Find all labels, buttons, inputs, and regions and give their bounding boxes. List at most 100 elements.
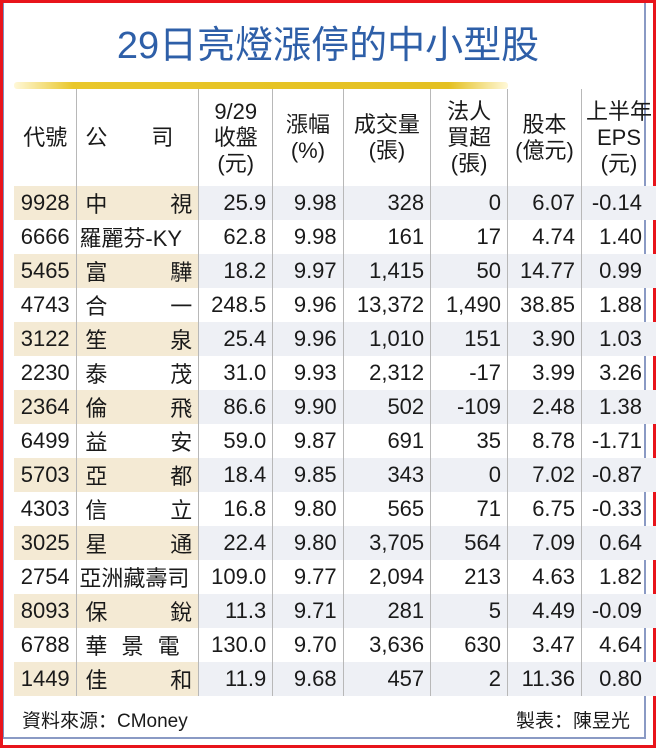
company-name-left: 中: [85, 192, 108, 217]
cell-close: 248.5: [198, 288, 273, 322]
header-line: 法人: [447, 98, 492, 124]
company-name-right: 都: [170, 464, 193, 489]
cell-close: 109.0: [198, 560, 273, 594]
cell-close: 25.4: [198, 322, 273, 356]
cell-chg: 9.87: [272, 424, 344, 458]
cell-chg: 9.68: [272, 662, 344, 696]
header-line: 股本: [522, 111, 567, 137]
company-name-right: 通: [170, 532, 193, 557]
cell-cap: 4.49: [506, 594, 582, 628]
cell-close: 59.0: [198, 424, 273, 458]
cell-vol: 161: [342, 220, 431, 254]
table-row: 6788 華 景 電 130.0 9.70 3,636 630 3.47 4.64: [14, 628, 656, 662]
cell-chg: 9.96: [272, 322, 344, 356]
cell-inst: -17: [430, 356, 508, 390]
cell-eps: 1.88: [581, 288, 656, 322]
company-name-left: 亞: [85, 464, 108, 489]
company-name-left: 信: [85, 498, 108, 523]
stock-code: 5465: [14, 254, 77, 288]
company-name-right: 安: [170, 430, 193, 455]
cell-vol: 1,010: [342, 322, 431, 356]
stock-code: 1449: [14, 662, 77, 696]
cell-inst: 17: [430, 220, 508, 254]
cell-close: 11.9: [198, 662, 273, 696]
company-name-left: 泰: [85, 362, 108, 387]
cell-vol: 565: [342, 492, 431, 526]
header-capital: 股本 (億元): [506, 89, 582, 186]
cell-cap: 8.78: [506, 424, 582, 458]
cell-cap: 7.02: [506, 458, 582, 492]
header-row: 代號公 司 9/29 收盤 (元) 漲幅 (%) 成交量 (張) 法人 買超 (張) 股本 (億元) 上半…: [14, 89, 656, 186]
stock-code: 9928: [14, 186, 77, 220]
cell-eps: 1.40: [581, 220, 656, 254]
table-row: 2754 亞洲藏壽司 109.0 9.77 2,094 213 4.63 1.82: [14, 560, 656, 594]
company-name-left: 華 景 電: [85, 634, 184, 659]
company-name-left: 亞洲藏壽司: [79, 566, 190, 591]
cell-chg: 9.97: [272, 254, 344, 288]
header-company: 公 司: [76, 89, 199, 186]
cell-inst: 1,490: [430, 288, 508, 322]
table-row: 6499 益安 59.0 9.87 691 35 8.78 -1.71: [14, 424, 656, 458]
table-row: 6666 羅麗芬-KY 62.8 9.98 161 17 4.74 1.40: [14, 220, 656, 254]
cell-vol: 457: [342, 662, 431, 696]
cell-eps: 0.80: [581, 662, 656, 696]
header-line: 收盤: [213, 124, 258, 150]
cell-vol: 2,094: [342, 560, 431, 594]
table-row: 3025 星通 22.4 9.80 3,705 564 7.09 0.64: [14, 526, 656, 560]
title-divider: [14, 82, 508, 89]
cell-eps: 4.64: [581, 628, 656, 662]
cell-inst: -109: [430, 390, 508, 424]
table-row: 2230 泰茂 31.0 9.93 2,312 -17 3.99 3.26: [14, 356, 656, 390]
company-name-left: 佳: [85, 668, 108, 693]
cell-inst: 564: [430, 526, 508, 560]
stock-code: 4303: [20, 496, 70, 521]
cell-close: 31.0: [198, 356, 273, 390]
header-line: 9/29: [214, 98, 258, 124]
company-name: 星通: [76, 526, 199, 560]
cell-inst: 151: [430, 322, 508, 356]
stock-code: 6499: [20, 428, 70, 453]
data-source: 資料來源：CMoney: [22, 711, 188, 732]
cell-inst: 2: [430, 662, 508, 696]
cell-vol: 2,312: [342, 356, 431, 390]
stock-code: 6788: [20, 632, 70, 657]
cell-chg: 9.71: [272, 594, 344, 628]
header-institutional: 法人 買超 (張): [430, 89, 508, 186]
stock-code: 5703: [14, 458, 77, 492]
cell-close: 25.9: [198, 186, 273, 220]
header-line: 上半年: [586, 98, 653, 124]
cell-inst: 630: [430, 628, 508, 662]
cell-vol: 1,415: [342, 254, 431, 288]
table-body: 9928 中視 25.9 9.98 328 0 6.07 -0.14 6666 羅麗芬-KY 62.…: [14, 186, 656, 696]
cell-inst: 35: [430, 424, 508, 458]
cell-chg: 9.85: [272, 458, 344, 492]
table-row: 5703 亞都 18.4 9.85 343 0 7.02 -0.87: [14, 458, 656, 492]
stock-code: 6666: [20, 224, 70, 249]
company-name: 華 景 電: [76, 628, 199, 662]
cell-cap: 4.63: [506, 560, 582, 594]
table-title: 29日亮燈漲停的中小型股: [116, 25, 540, 67]
cell-vol: 3,705: [342, 526, 431, 560]
header-line: (張): [450, 150, 488, 176]
cell-vol: 3,636: [342, 628, 431, 662]
cell-close: 22.4: [198, 526, 273, 560]
header-line: 漲幅: [285, 111, 330, 137]
cell-close: 62.8: [198, 220, 273, 254]
table-author: 製表：陳昱光: [515, 711, 630, 732]
company-name-left: 富: [85, 260, 108, 285]
header-line: 成交量: [353, 111, 420, 137]
table-row: 1449 佳和 11.9 9.68 457 2 11.36 0.80: [14, 662, 656, 696]
cell-cap: 11.36: [506, 662, 582, 696]
cell-vol: 343: [342, 458, 431, 492]
company-name: 泰茂: [76, 356, 199, 390]
cell-cap: 4.74: [506, 220, 582, 254]
cell-cap: 2.48: [506, 390, 582, 424]
stock-code: 3122: [14, 322, 77, 356]
company-name: 保銳: [76, 594, 199, 628]
cell-close: 18.4: [198, 458, 273, 492]
cell-chg: 9.96: [272, 288, 344, 322]
company-name: 中視: [76, 186, 199, 220]
cell-chg: 9.98: [272, 220, 344, 254]
company-name-right: 泉: [170, 328, 193, 353]
header-close: 9/29 收盤 (元): [198, 89, 273, 186]
